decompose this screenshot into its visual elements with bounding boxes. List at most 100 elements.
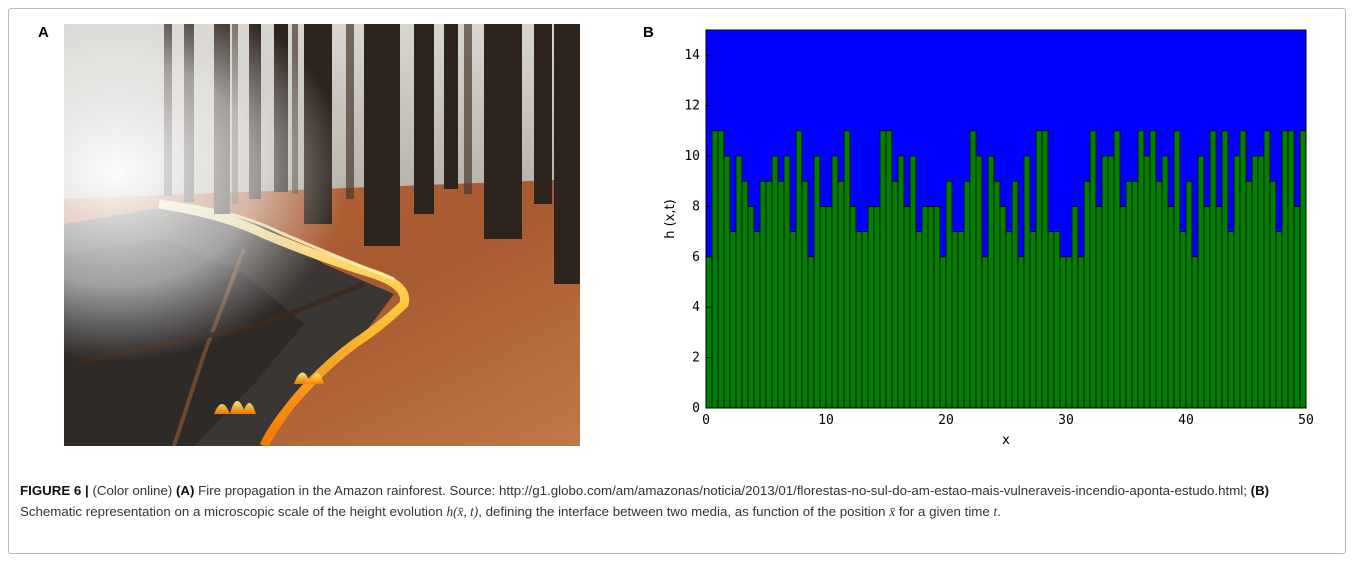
bar xyxy=(759,180,767,409)
bar xyxy=(831,155,839,409)
bar xyxy=(987,155,995,409)
bar xyxy=(825,205,833,409)
bar xyxy=(1029,231,1037,409)
bar xyxy=(939,256,947,409)
bar xyxy=(1167,205,1175,409)
caption-end: . xyxy=(997,504,1001,519)
bar xyxy=(1065,256,1073,409)
bar xyxy=(891,180,899,409)
bar xyxy=(1179,231,1187,409)
bar xyxy=(723,155,731,409)
bar xyxy=(1239,130,1247,409)
bar xyxy=(861,231,869,409)
bar xyxy=(1107,155,1115,409)
bar xyxy=(867,205,875,409)
bar xyxy=(1041,130,1049,409)
bar xyxy=(1281,130,1289,409)
bar xyxy=(1185,180,1193,409)
bar xyxy=(753,231,761,409)
bar xyxy=(729,231,737,409)
bar xyxy=(1149,130,1157,409)
bar xyxy=(909,155,917,409)
bar xyxy=(1143,155,1151,409)
bar xyxy=(1197,155,1205,409)
bar xyxy=(1017,256,1025,409)
y-tick-label: 12 xyxy=(684,99,700,114)
figure-label: FIGURE 6 | xyxy=(20,483,89,498)
bar xyxy=(1227,231,1235,409)
forest-fire-photo xyxy=(64,24,580,446)
bar xyxy=(819,205,827,409)
bar xyxy=(1161,155,1169,409)
bar xyxy=(789,231,797,409)
bar xyxy=(1233,155,1241,409)
plot-frame xyxy=(705,29,1307,409)
bar xyxy=(1275,231,1283,409)
bar xyxy=(1155,180,1163,409)
bar xyxy=(735,155,743,409)
math-h: h(x̄, t) xyxy=(446,504,479,519)
math-t: t xyxy=(993,504,998,519)
caption-part-b-tag: (B) xyxy=(1250,483,1270,498)
bar xyxy=(747,205,755,409)
bar xyxy=(963,180,971,409)
bar xyxy=(741,180,749,409)
bar xyxy=(1077,256,1085,409)
x-tick-label: 0 xyxy=(702,413,710,428)
bar xyxy=(1263,130,1271,409)
bar xyxy=(933,205,941,409)
bar xyxy=(873,205,881,409)
bar xyxy=(1245,180,1253,409)
bar xyxy=(1251,155,1259,409)
bar xyxy=(1257,155,1265,409)
bar xyxy=(837,180,845,409)
bar xyxy=(1173,130,1181,409)
bar xyxy=(813,155,821,409)
y-tick-label: 2 xyxy=(692,351,700,366)
bars-group xyxy=(705,130,1307,409)
bar xyxy=(921,205,929,409)
y-axis-label: h (x,t) xyxy=(663,199,678,238)
bar xyxy=(1023,155,1031,409)
bar xyxy=(1035,130,1043,409)
bar xyxy=(1125,180,1133,409)
bar xyxy=(981,256,989,409)
x-axis-label: x xyxy=(1002,433,1010,448)
y-tick-label: 8 xyxy=(692,199,700,214)
bar xyxy=(1071,205,1079,409)
x-tick-label: 10 xyxy=(818,413,834,428)
bar xyxy=(1053,231,1061,409)
bar xyxy=(1191,256,1199,409)
math-x: x̄ xyxy=(889,504,896,519)
bar xyxy=(765,180,773,409)
figure-caption: FIGURE 6 | (Color online) (A) Fire propa… xyxy=(20,480,1330,522)
bar xyxy=(879,130,887,409)
bar xyxy=(927,205,935,409)
x-tick-label: 20 xyxy=(938,413,954,428)
bar xyxy=(1137,130,1145,409)
bar xyxy=(1131,180,1139,409)
x-axis: 0 10 20 30 40 50 xyxy=(702,403,1314,428)
bar xyxy=(801,180,809,409)
bar xyxy=(903,205,911,409)
bar xyxy=(1005,231,1013,409)
bar xyxy=(783,155,791,409)
panel-label-b: B xyxy=(643,24,654,41)
bar xyxy=(1011,180,1019,409)
height-evolution-chart: 0 10 20 30 40 50 0 2 4 6 8 10 12 14 x h (x,t) xyxy=(663,29,1314,448)
y-tick-label: 14 xyxy=(684,48,700,63)
bar xyxy=(999,205,1007,409)
bar xyxy=(951,231,959,409)
bar xyxy=(711,130,719,409)
x-tick-label: 40 xyxy=(1178,413,1194,428)
bar xyxy=(807,256,815,409)
caption-part-b-text-2: , defining the interface between two med… xyxy=(478,504,886,519)
x-tick-label: 30 xyxy=(1058,413,1074,428)
bar xyxy=(1119,205,1127,409)
bar xyxy=(957,231,965,409)
bar xyxy=(1293,205,1301,409)
caption-part-b-text-1: Schematic representation on a microscopi… xyxy=(20,504,443,519)
bar xyxy=(915,231,923,409)
bar xyxy=(1299,130,1307,409)
bar xyxy=(1095,205,1103,409)
